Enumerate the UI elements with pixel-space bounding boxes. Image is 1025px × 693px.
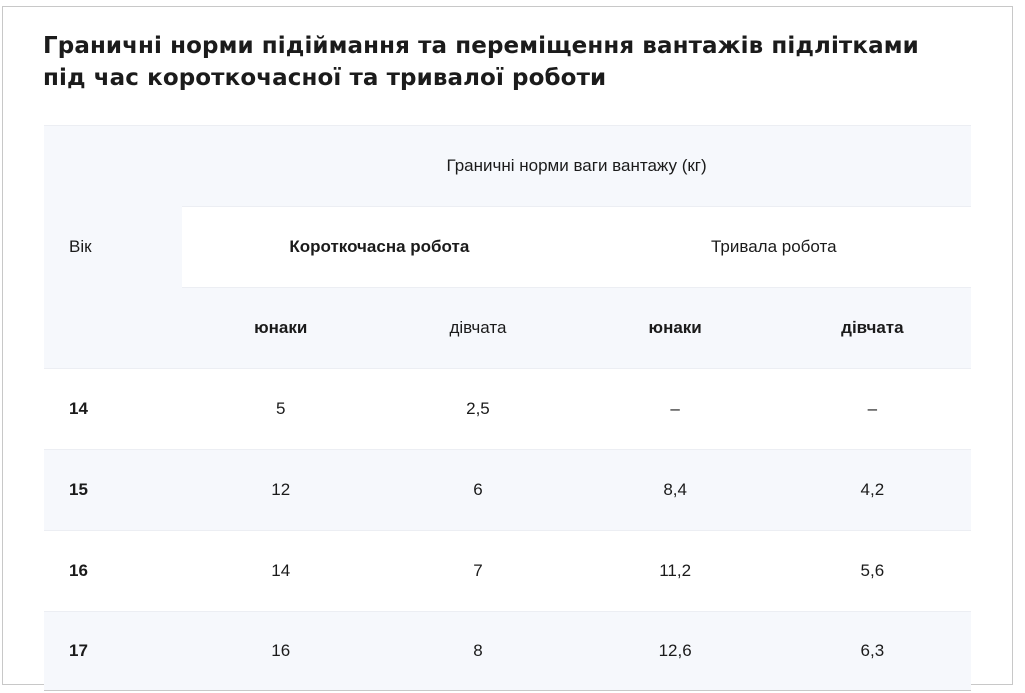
value-cell: 14 <box>182 530 380 612</box>
value-cell: 5 <box>182 368 380 450</box>
table-row: 14 5 2,5 – – <box>44 368 971 450</box>
column-header-boys-long: юнаки <box>576 287 774 369</box>
age-cell: 15 <box>44 449 183 531</box>
subgroup-short-work: Короткочасна робота <box>182 206 577 288</box>
value-cell: 8 <box>379 611 577 691</box>
value-cell: 5,6 <box>773 530 971 612</box>
table-row: 17 16 8 12,6 6,3 <box>44 611 971 691</box>
value-cell: 12,6 <box>576 611 774 691</box>
value-cell: 6 <box>379 449 577 531</box>
table-row: 15 12 6 8,4 4,2 <box>44 449 971 531</box>
value-cell: – <box>773 368 971 450</box>
page-title: Граничні норми підіймання та переміщення… <box>43 33 919 91</box>
column-header-girls-short: дівчата <box>379 287 577 369</box>
value-cell: 8,4 <box>576 449 774 531</box>
weight-limits-table: Вік Граничні норми ваги вантажу (кг) Кор… <box>44 125 971 691</box>
age-cell: 16 <box>44 530 183 612</box>
table-row: 16 14 7 11,2 5,6 <box>44 530 971 612</box>
subgroup-long-work: Тривала робота <box>576 206 971 288</box>
value-cell: 7 <box>379 530 577 612</box>
value-cell: 11,2 <box>576 530 774 612</box>
age-header: Вік <box>44 125 183 369</box>
group-header: Граничні норми ваги вантажу (кг) <box>182 125 971 207</box>
age-cell: 17 <box>44 611 183 691</box>
age-cell: 14 <box>44 368 183 450</box>
column-header-boys-short: юнаки <box>182 287 380 369</box>
value-cell: – <box>576 368 774 450</box>
value-cell: 6,3 <box>773 611 971 691</box>
value-cell: 16 <box>182 611 380 691</box>
column-header-girls-long: дівчата <box>773 287 971 369</box>
value-cell: 4,2 <box>773 449 971 531</box>
value-cell: 12 <box>182 449 380 531</box>
value-cell: 2,5 <box>379 368 577 450</box>
